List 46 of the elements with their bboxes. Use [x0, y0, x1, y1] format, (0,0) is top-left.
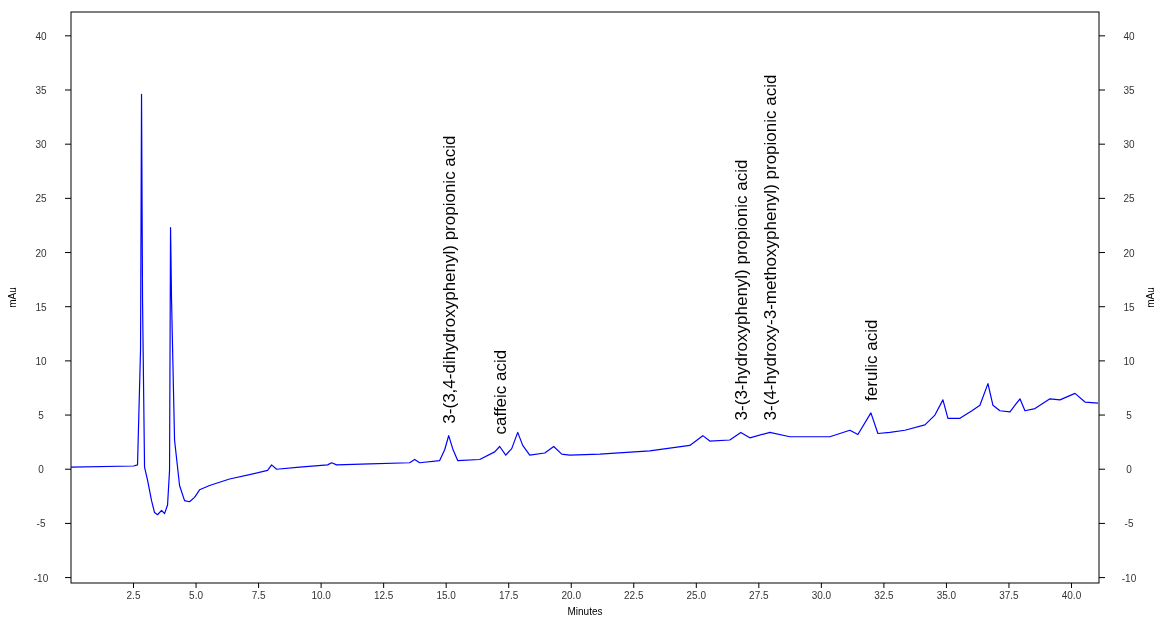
y2-tick-label: 15	[1123, 301, 1135, 313]
annotation: 3-(3-hydroxyphenyl) propionic acid	[731, 159, 751, 421]
x-axis-title: Minutes	[567, 606, 603, 617]
y2-tick-label: 5	[1126, 410, 1133, 422]
y2-tick-label: 10	[1123, 355, 1135, 367]
annotation: 3-(3,4-dihydroxyphenyl) propionic acid	[439, 135, 459, 424]
y2-tick-label: 20	[1123, 247, 1135, 259]
x-tick-label: 2.5	[126, 590, 141, 601]
y-tick-label: 40	[35, 30, 47, 42]
y-tick-label: 15	[35, 301, 47, 313]
x-tick-label: 30.0	[811, 590, 832, 601]
annotation: ferulic acid	[861, 319, 881, 401]
x-tick-label: 10.0	[311, 590, 332, 601]
y2-tick-label: 35	[1123, 85, 1135, 97]
y-tick-label: -10	[33, 572, 49, 584]
annotation: 3-(4-hydroxy-3-methoxyphenyl) propionic acid	[760, 74, 780, 421]
x-tick-label: 20.0	[561, 590, 582, 601]
y2-tick-label: 30	[1123, 139, 1135, 151]
y-axis-title: mAu	[7, 287, 18, 308]
y2-tick-label: 40	[1123, 30, 1135, 42]
y-tick-label: 0	[38, 464, 45, 476]
y-tick-label: -5	[36, 518, 46, 530]
x-tick-label: 27.5	[749, 590, 769, 601]
x-tick-label: 15.0	[436, 590, 457, 601]
x-tick-label: 35.0	[936, 590, 957, 601]
x-tick-label: 32.5	[874, 590, 895, 601]
annotation: caffeic acid	[490, 349, 510, 435]
y-tick-label: 5	[38, 410, 45, 422]
y-tick-label: 10	[35, 355, 47, 367]
y2-tick-label: -5	[1124, 518, 1134, 530]
x-tick-label: 12.5	[373, 590, 394, 601]
x-tick-label: 25.0	[686, 590, 707, 601]
x-tick-label: 40.0	[1061, 590, 1082, 601]
y-tick-label: 20	[35, 247, 47, 259]
y2-tick-label: 25	[1123, 193, 1135, 205]
x-tick-label: 17.5	[498, 590, 519, 601]
x-tick-label: 22.5	[624, 590, 644, 601]
y-tick-label: 35	[35, 85, 47, 97]
y-tick-label: 25	[35, 193, 47, 205]
x-tick-label: 5.0	[189, 590, 204, 601]
y2-axis-title: mAu	[1145, 287, 1156, 308]
x-tick-label: 37.5	[999, 590, 1020, 601]
x-tick-label: 7.5	[251, 590, 266, 601]
y-tick-label: 30	[35, 139, 47, 151]
y2-tick-label: 0	[1126, 464, 1133, 476]
y2-tick-label: -10	[1121, 572, 1137, 584]
